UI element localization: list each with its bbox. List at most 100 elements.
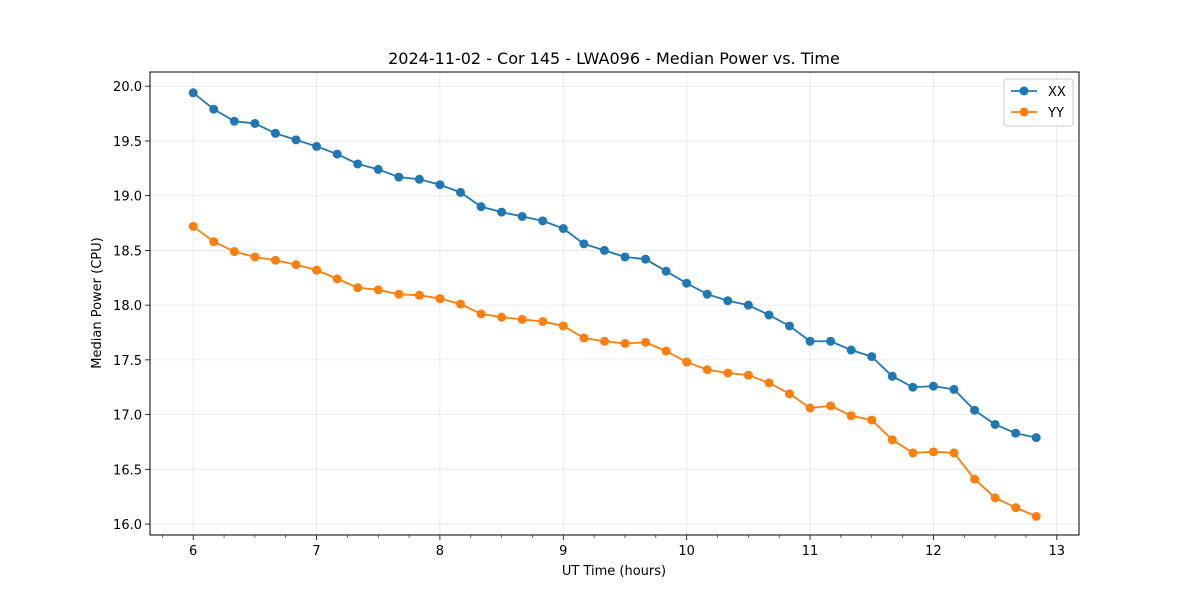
data-point-yy (682, 357, 692, 367)
data-point-yy (476, 309, 486, 319)
legend-marker-xx (1019, 86, 1029, 96)
data-point-xx (373, 164, 383, 174)
data-point-yy (908, 448, 918, 458)
data-point-yy (270, 255, 280, 265)
data-point-yy (435, 294, 445, 304)
data-point-yy (949, 448, 959, 458)
data-point-yy (579, 333, 589, 343)
data-point-yy (1031, 511, 1041, 521)
legend: XX YY (1003, 78, 1074, 127)
data-point-xx (970, 405, 980, 415)
data-point-xx (497, 207, 507, 217)
data-point-yy (312, 265, 322, 275)
data-point-xx (805, 336, 815, 346)
grid-lines (150, 72, 1079, 535)
data-point-yy (558, 321, 568, 331)
x-tick-label: 10 (678, 544, 695, 559)
data-point-yy (990, 493, 1000, 503)
data-point-xx (188, 88, 198, 98)
data-point-yy (723, 368, 733, 378)
series-yy (188, 221, 1041, 521)
data-point-xx (414, 174, 424, 184)
data-point-xx (538, 216, 548, 226)
data-point-yy (332, 274, 342, 284)
data-point-yy (414, 290, 424, 300)
data-point-yy (599, 336, 609, 346)
data-point-xx (949, 384, 959, 394)
x-tick-label: 11 (802, 544, 819, 559)
data-point-yy (846, 411, 856, 421)
plot-frame (149, 71, 1080, 536)
y-tick-label: 20.0 (113, 80, 142, 95)
data-point-yy (353, 283, 363, 293)
data-point-xx (1011, 428, 1021, 438)
data-point-yy (661, 346, 671, 356)
data-series (188, 88, 1041, 521)
data-point-yy (928, 447, 938, 457)
data-point-yy (291, 260, 301, 270)
y-tick-label: 18.0 (113, 299, 142, 314)
data-point-xx (784, 321, 794, 331)
data-point-yy (743, 370, 753, 380)
data-point-xx (209, 104, 219, 114)
data-point-yy (394, 289, 404, 299)
data-point-xx (250, 118, 260, 128)
data-point-xx (1031, 433, 1041, 443)
data-point-yy (250, 252, 260, 262)
data-point-xx (908, 382, 918, 392)
data-point-yy (373, 285, 383, 295)
data-point-yy (784, 389, 794, 399)
x-tick-label: 8 (436, 544, 444, 559)
data-point-xx (723, 296, 733, 306)
data-point-yy (517, 314, 527, 324)
data-point-yy (455, 299, 465, 309)
data-point-yy (970, 474, 980, 484)
data-point-xx (558, 224, 568, 234)
x-tick-label: 13 (1049, 544, 1066, 559)
data-point-yy (702, 365, 712, 375)
data-point-xx (743, 300, 753, 310)
y-tick-label: 18.5 (113, 244, 142, 259)
y-axis-label: Median Power (CPU) (90, 237, 105, 368)
x-axis-label: UT Time (hours) (562, 564, 666, 579)
axis-ticks: 6 7 8 9 10 11 12 13 16.0 16.5 17.0 17.5 18.0 18.5 19.0… (113, 80, 1065, 559)
y-tick-label: 16.0 (113, 518, 142, 533)
data-point-yy (1011, 503, 1021, 513)
data-point-xx (641, 254, 651, 264)
data-point-yy (641, 337, 651, 347)
y-tick-label: 17.0 (113, 409, 142, 424)
data-point-xx (579, 239, 589, 249)
data-point-xx (928, 381, 938, 391)
data-point-xx (270, 128, 280, 138)
data-point-xx (435, 180, 445, 190)
data-point-xx (661, 266, 671, 276)
legend-label-yy: YY (1047, 106, 1064, 121)
x-tick-label: 9 (559, 544, 567, 559)
data-point-xx (846, 345, 856, 355)
data-point-xx (476, 202, 486, 212)
data-point-yy (538, 317, 548, 327)
data-point-xx (702, 289, 712, 299)
data-point-yy (620, 338, 630, 348)
legend-marker-yy (1019, 107, 1029, 117)
data-point-yy (867, 415, 877, 425)
data-point-xx (229, 116, 239, 126)
data-point-yy (497, 312, 507, 322)
x-tick-label: 6 (189, 544, 197, 559)
data-point-yy (188, 221, 198, 231)
data-point-xx (887, 371, 897, 381)
data-point-yy (826, 401, 836, 411)
data-point-xx (682, 278, 692, 288)
chart-title: 2024-11-02 - Cor 145 - LWA096 - Median P… (388, 49, 840, 68)
x-tick-label: 7 (312, 544, 320, 559)
y-tick-label: 16.5 (113, 463, 142, 478)
data-point-xx (867, 352, 877, 362)
series-xx (188, 88, 1041, 443)
data-point-xx (332, 149, 342, 159)
data-point-xx (620, 252, 630, 262)
data-point-xx (990, 419, 1000, 429)
x-tick-label: 12 (925, 544, 942, 559)
data-point-xx (826, 336, 836, 346)
data-point-yy (805, 403, 815, 413)
